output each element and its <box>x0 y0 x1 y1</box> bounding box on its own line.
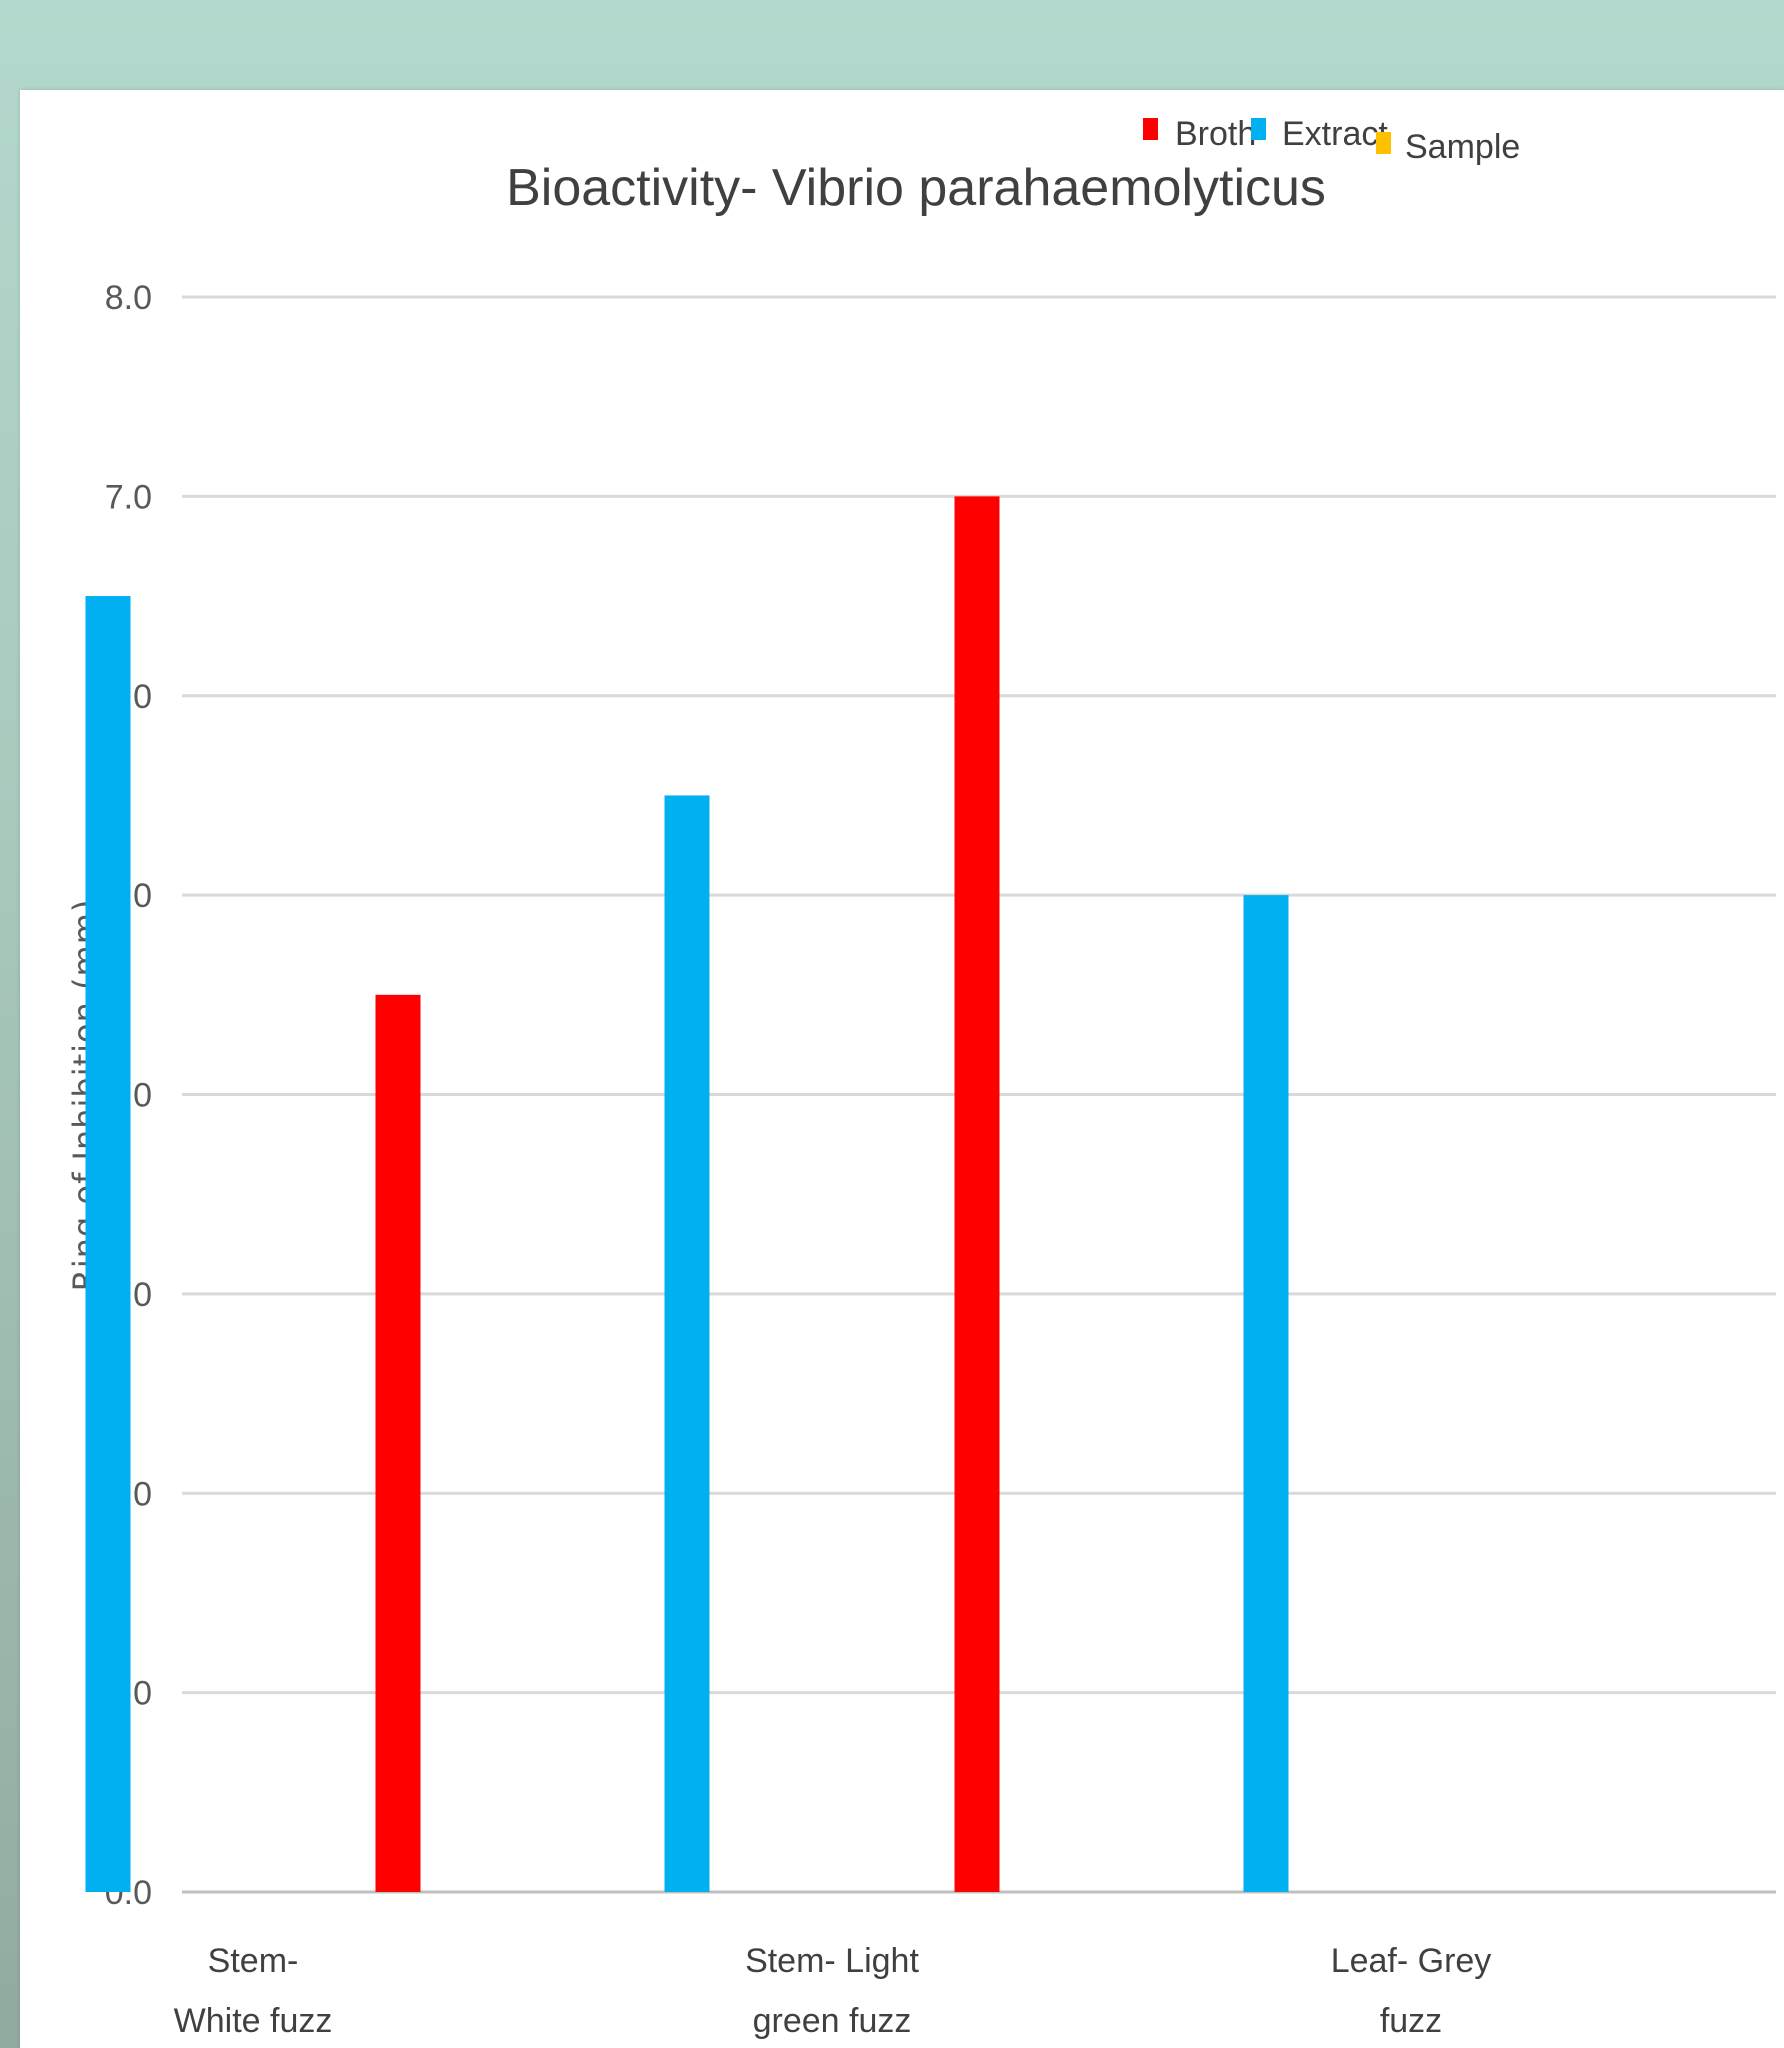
legend-label-sample: Sample <box>1405 128 1520 166</box>
bar-extract <box>1243 895 1289 1892</box>
chart-card <box>20 90 1784 2048</box>
y-tick-label: 8.0 <box>105 279 152 317</box>
bar-extract <box>85 596 131 1892</box>
legend-swatch-sample <box>1376 132 1391 154</box>
x-category-label: green fuzz <box>753 2002 912 2040</box>
x-category-label: Stem- <box>208 1942 299 1980</box>
x-category-label: White fuzz <box>174 2002 333 2040</box>
x-category-label: fuzz <box>1380 2002 1442 2040</box>
bar-broth <box>375 994 421 1892</box>
chart-title: Bioactivity- Vibrio parahaemolyticus <box>506 159 1326 217</box>
x-category-label: Stem- Light <box>745 1942 919 1980</box>
bars <box>85 496 1289 1892</box>
legend-label-extract: Extract <box>1282 115 1388 153</box>
legend-swatch-broth <box>1143 118 1158 140</box>
x-category-label: Leaf- Grey <box>1331 1942 1492 1980</box>
bar-broth <box>954 496 1000 1892</box>
legend-swatch-extract <box>1251 118 1266 140</box>
legend: Broth Extract Sample <box>1143 115 1520 166</box>
y-tick-label: 7.0 <box>105 478 152 516</box>
bar-extract <box>664 795 710 1892</box>
legend-label-broth: Broth <box>1175 115 1256 153</box>
x-axis-labels: Stem- White fuzz Stem- Light green fuzz Leaf… <box>174 1942 1492 2040</box>
